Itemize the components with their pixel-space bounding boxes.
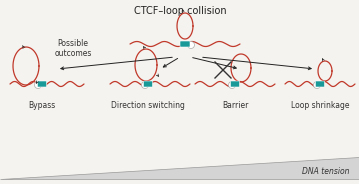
FancyBboxPatch shape xyxy=(316,81,325,87)
Circle shape xyxy=(141,82,149,89)
Polygon shape xyxy=(0,157,359,179)
Text: Barrier: Barrier xyxy=(222,101,248,110)
Circle shape xyxy=(34,82,42,89)
Circle shape xyxy=(187,42,195,49)
FancyBboxPatch shape xyxy=(37,81,47,87)
Circle shape xyxy=(313,82,321,89)
Circle shape xyxy=(228,82,236,89)
Text: DNA tension: DNA tension xyxy=(303,167,350,176)
Text: Bypass: Bypass xyxy=(28,101,56,110)
FancyBboxPatch shape xyxy=(180,41,190,47)
Text: CTCF–loop collision: CTCF–loop collision xyxy=(134,6,226,16)
Text: Direction switching: Direction switching xyxy=(111,101,185,110)
FancyBboxPatch shape xyxy=(144,81,153,87)
FancyBboxPatch shape xyxy=(230,81,239,87)
Text: Loop shrinkage: Loop shrinkage xyxy=(291,101,349,110)
Text: Possible
outcomes: Possible outcomes xyxy=(54,39,92,58)
